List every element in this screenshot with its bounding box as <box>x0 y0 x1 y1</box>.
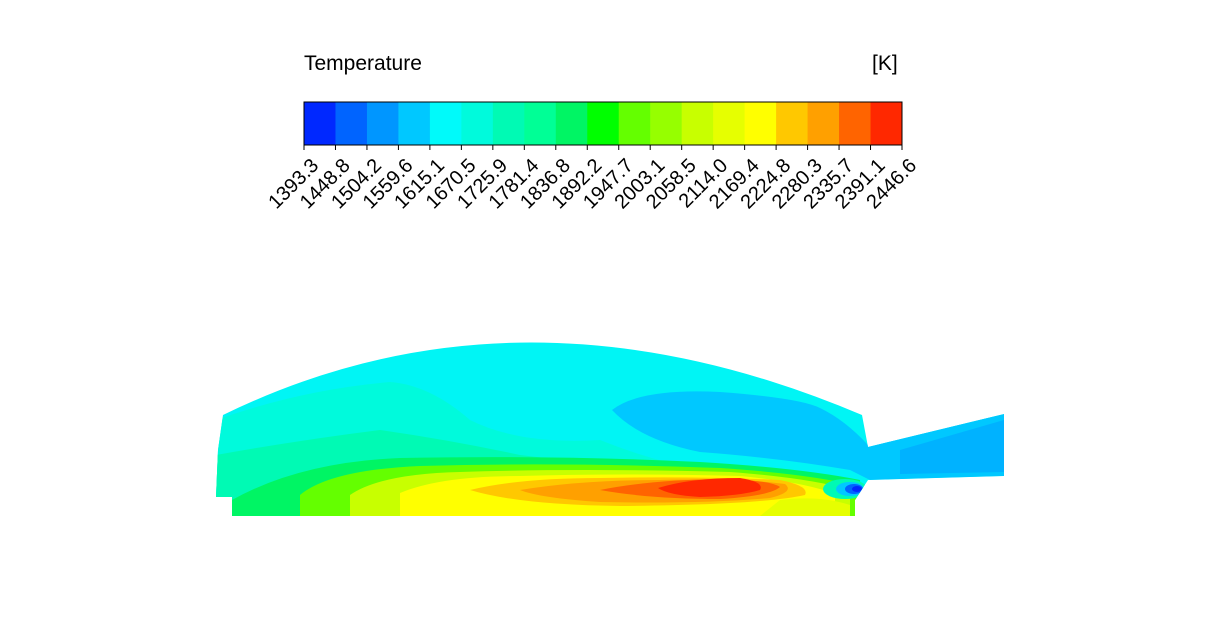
colorbar-band <box>524 102 557 145</box>
colorbar-border <box>303 101 903 146</box>
colorbar-band <box>650 102 683 145</box>
temperature-colorbar: 1393.31448.81504.21559.61615.11670.51725… <box>264 101 921 213</box>
colorbar-band <box>744 102 777 145</box>
colorbar-bands <box>303 101 903 146</box>
colorbar-band <box>870 102 903 145</box>
flame-hot-core <box>658 478 761 497</box>
colorbar-ticks <box>303 145 903 150</box>
colorbar-band <box>461 102 494 145</box>
colorbar-band <box>366 102 399 145</box>
colorbar-band <box>398 102 431 145</box>
colorbar-band <box>587 102 620 145</box>
colorbar-band <box>839 102 872 145</box>
colorbar-band <box>807 102 840 145</box>
legend-unit: [K] <box>872 52 898 75</box>
cold-stream <box>612 391 1004 480</box>
jet-core <box>852 486 862 492</box>
colorbar-band <box>492 102 525 145</box>
colorbar-band <box>555 102 588 145</box>
colorbar-band <box>681 102 714 145</box>
colorbar-band <box>429 102 462 145</box>
flame-lower-yellow <box>760 498 850 516</box>
cold-stream-inner <box>900 420 1004 474</box>
legend-title: Temperature <box>304 52 422 75</box>
colorbar-band <box>618 102 651 145</box>
colorbar-band <box>776 102 809 145</box>
colorbar-band <box>304 102 336 145</box>
colorbar-band <box>713 102 746 145</box>
colorbar-band <box>335 102 368 145</box>
